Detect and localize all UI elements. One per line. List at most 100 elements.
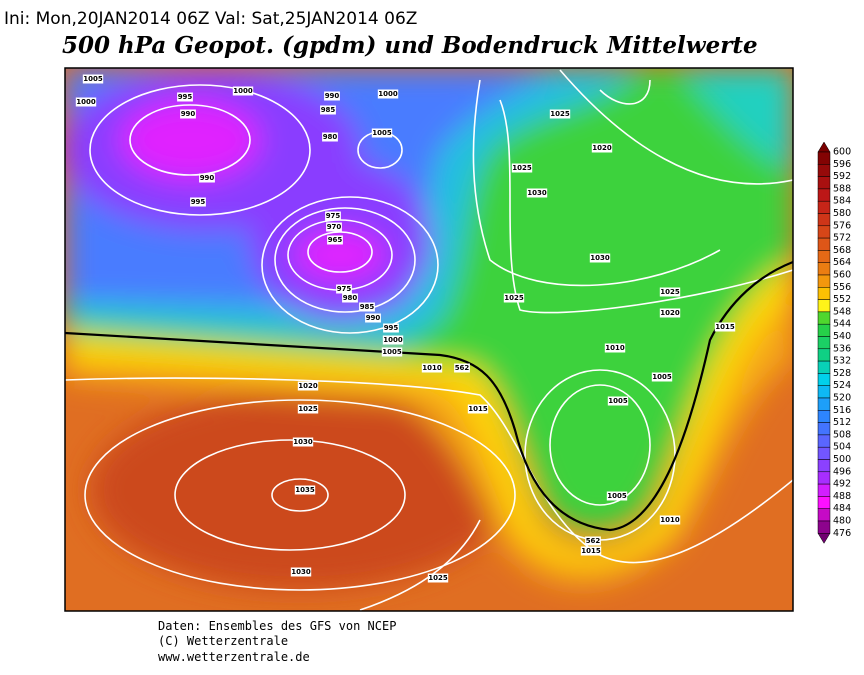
footer-line: (C) Wetterzentrale [158, 634, 288, 648]
colorbar-cell [817, 336, 831, 350]
isobar-label: 990 [325, 92, 340, 100]
contour-552 [65, 260, 793, 532]
isobar-label: 980 [343, 294, 358, 302]
isobar-label: 1025 [660, 288, 680, 296]
label-bg [322, 132, 338, 142]
colorbar-cap [817, 141, 831, 153]
colorbar-cell [817, 348, 831, 362]
colorbar-cell [817, 459, 831, 473]
colorbar-label: 576 [833, 220, 851, 231]
label-bg [659, 515, 681, 525]
colorbar-label: 536 [833, 343, 851, 354]
isobar-label: 1005 [607, 492, 627, 500]
colorbar-label: 540 [833, 331, 851, 342]
colorbar-cell [817, 410, 831, 423]
label-bg [199, 173, 215, 183]
label-bg [585, 536, 601, 546]
label-bg [327, 235, 343, 245]
colorbar-label: 580 [833, 208, 851, 219]
colorbar-label: 544 [833, 319, 851, 330]
label-bg [365, 313, 381, 323]
footer-line: www.wetterzentrale.de [158, 650, 310, 664]
isobar-label: 1025 [504, 294, 524, 302]
colorbar-label: 496 [833, 466, 851, 477]
label-bg [591, 143, 613, 153]
label-bg [651, 372, 673, 382]
colorbar-label: 568 [833, 245, 851, 256]
colorbar-cell [817, 250, 831, 263]
colorbar-label: 488 [833, 491, 851, 502]
colorbar-cell [817, 151, 831, 165]
isobar-label: 1030 [291, 568, 311, 576]
label-bg [292, 437, 314, 447]
label-bg [503, 293, 525, 303]
isobar-label: 1025 [512, 164, 532, 172]
label-bg [324, 91, 340, 101]
colorbar-label: 572 [833, 233, 851, 244]
isobar-label: 985 [321, 106, 336, 114]
colorbar-label: 504 [833, 442, 851, 453]
label-bg [342, 293, 358, 303]
label-bg [336, 284, 352, 294]
label-bg [371, 128, 393, 138]
label-bg [177, 92, 193, 102]
colorbar-label: 476 [833, 528, 851, 539]
isobar-label: 1005 [83, 75, 103, 83]
label-bg [511, 163, 533, 173]
colorbar-label: 584 [833, 196, 851, 207]
colorbar-cell [817, 483, 831, 497]
isobar-label: 1010 [605, 344, 625, 352]
colorbar-label: 512 [833, 417, 851, 428]
label-bg [290, 567, 312, 577]
run-info: Ini: Mon,20JAN2014 06Z Val: Sat,25JAN201… [4, 9, 417, 29]
colorbar-cell [817, 397, 831, 411]
colorbar-label: 484 [833, 503, 851, 514]
label-bg [606, 491, 628, 501]
label-bg [180, 109, 196, 119]
colorbar-cell [817, 287, 831, 300]
label-bg [190, 197, 206, 207]
colorbar-cell [817, 385, 831, 399]
colorbar-label: 532 [833, 356, 851, 367]
isobar-label: 1000 [233, 87, 253, 95]
colorbar-label: 596 [833, 159, 851, 170]
isobar-label: 1030 [527, 189, 547, 197]
isobar-label: 975 [326, 212, 341, 220]
colorbar-label: 560 [833, 270, 851, 281]
map-frame [64, 67, 794, 612]
label-bg [75, 97, 97, 107]
label-bg [454, 363, 470, 373]
isobar-label: 1035 [295, 486, 315, 494]
colorbar-label: 552 [833, 294, 851, 305]
colorbar-cell [817, 446, 831, 460]
isobar-label: 1030 [293, 438, 313, 446]
isobar-label: 1000 [378, 90, 398, 98]
label-bg [381, 347, 403, 357]
label-bg [714, 322, 736, 332]
isobar-label: 1020 [660, 309, 680, 317]
colorbar-label: 564 [833, 257, 851, 268]
isobar-label: 1025 [550, 110, 570, 118]
colorbar-cell [817, 520, 831, 534]
label-bg [297, 381, 319, 391]
isobar-label: 1005 [382, 348, 402, 356]
colorbar-cell [817, 508, 831, 522]
isobar-label: 985 [360, 303, 375, 311]
label-bg [526, 188, 548, 198]
colorbar-cell [817, 176, 831, 190]
label-bg [659, 287, 681, 297]
colorbar-label: 592 [833, 171, 851, 182]
label-bg [659, 308, 681, 318]
colorbar: 6005965925885845805765725685645605565525… [817, 141, 851, 544]
isobar-label: 562 [455, 364, 470, 372]
isobar-label: 562 [586, 537, 601, 545]
colorbar-cell [817, 323, 831, 337]
isobar-label: 1015 [468, 405, 488, 413]
colorbar-cell [817, 471, 831, 485]
isobar-label: 1020 [592, 144, 612, 152]
isobar-label: 1005 [372, 129, 392, 137]
label-bg [580, 546, 602, 556]
colorbar-label: 600 [833, 147, 851, 158]
colorbar-cell [817, 262, 831, 276]
isobar-label: 990 [366, 314, 381, 322]
